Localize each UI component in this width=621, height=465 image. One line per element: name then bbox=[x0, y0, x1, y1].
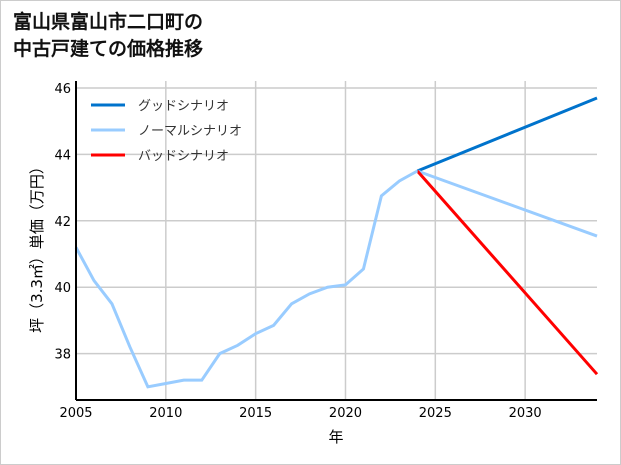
x-tick-label: 2020 bbox=[329, 406, 362, 421]
chart-title: 富山県富山市二口町の 中古戸建ての価格推移 bbox=[13, 9, 203, 63]
x-tick-label: 2010 bbox=[149, 406, 182, 421]
x-axis-label: 年 bbox=[328, 428, 343, 446]
legend-label: バッドシナリオ bbox=[138, 149, 229, 164]
y-tick-label: 44 bbox=[54, 148, 71, 163]
scenario-line bbox=[416, 170, 599, 376]
scenario-line bbox=[416, 96, 598, 173]
legend-label: ノーマルシナリオ bbox=[138, 124, 242, 139]
scenario-line bbox=[416, 169, 598, 238]
y-tick-label: 46 bbox=[54, 82, 71, 97]
y-tick-label: 40 bbox=[54, 281, 71, 296]
title-line-1: 富山県富山市二口町の bbox=[13, 11, 204, 33]
y-axis-label: 坪（3.3㎡）単価（万円） bbox=[28, 159, 46, 333]
y-tick-label: 38 bbox=[54, 348, 71, 363]
title-line-2: 中古戸建ての価格推移 bbox=[13, 38, 204, 60]
x-tick-label: 2025 bbox=[419, 406, 452, 421]
x-tick-label: 2005 bbox=[59, 406, 92, 421]
y-tick-label: 42 bbox=[54, 215, 71, 230]
legend-label: グッドシナリオ bbox=[138, 99, 229, 114]
x-tick-label: 2015 bbox=[239, 406, 272, 421]
history-line bbox=[74, 169, 419, 389]
x-tick-label: 2030 bbox=[509, 406, 542, 421]
